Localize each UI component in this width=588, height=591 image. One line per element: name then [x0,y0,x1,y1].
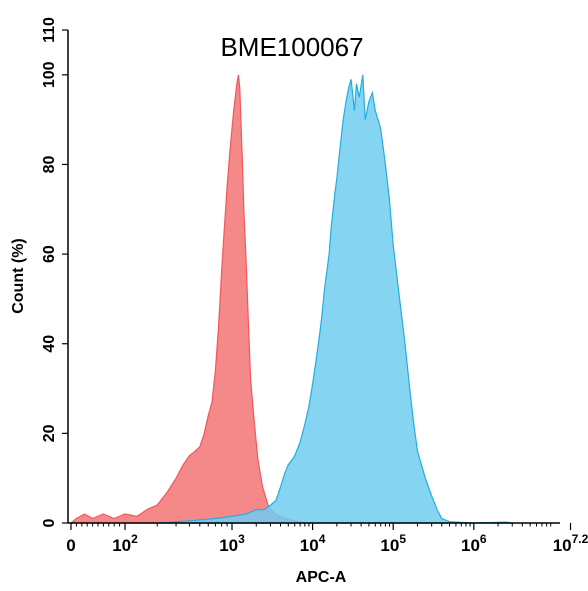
histogram-series-2 [157,74,513,524]
x-tick-label: 102 [112,532,138,555]
x-axis-ticks: 0 102 103 104 105 106 107.2 [66,523,588,555]
x-tick-label: 105 [380,532,406,555]
x-tick-label: 103 [219,532,245,555]
x-tick-label: 107.2 [553,532,588,555]
x-tick-label: 106 [461,532,487,555]
y-axis-ticks: 0 20 40 60 80 100 110 [41,17,68,527]
y-tick-label: 110 [41,17,58,43]
x-axis-label: APC-A [296,569,347,586]
plot-area [69,74,513,524]
y-tick-label: 60 [41,245,58,263]
y-tick-label: 0 [41,518,58,527]
x-tick-label: 104 [300,532,326,555]
y-tick-label: 40 [41,335,58,353]
chart-title: BME100067 [220,32,363,62]
y-tick-label: 20 [41,424,58,442]
y-tick-label: 100 [41,61,58,88]
y-tick-label: 80 [41,155,58,173]
y-axis-label: Count (%) [10,238,27,314]
histogram-series-1 [69,74,305,524]
x-tick-label: 0 [66,536,75,555]
